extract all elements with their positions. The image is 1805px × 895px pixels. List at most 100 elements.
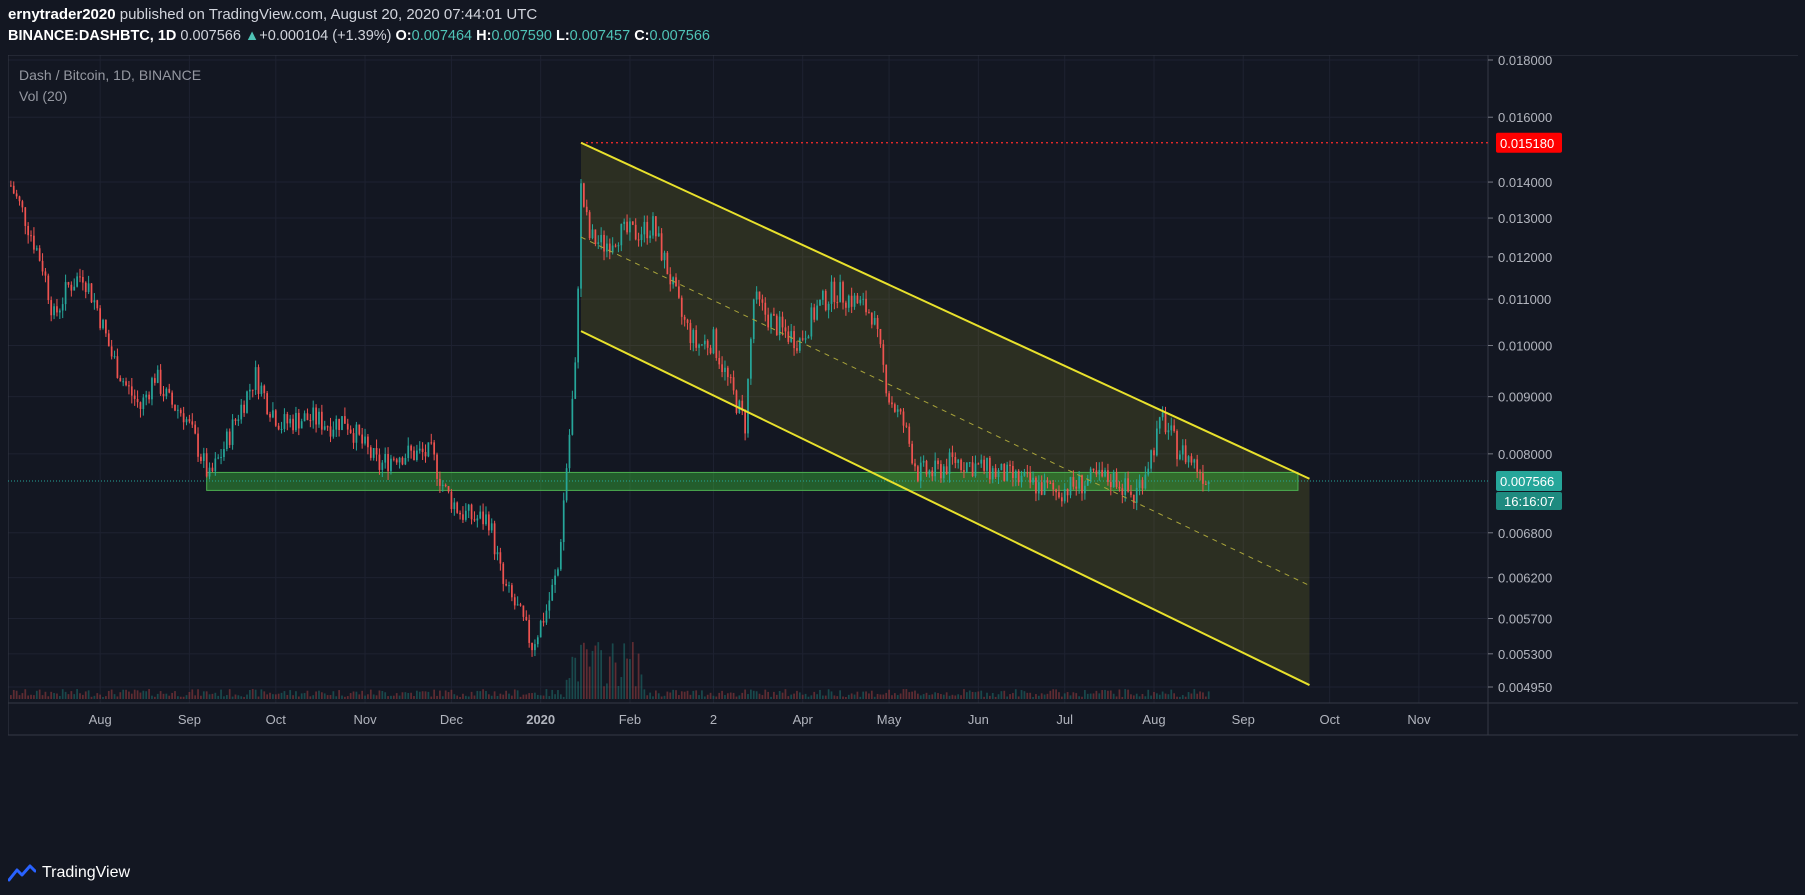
candle-body [798,338,801,351]
volume-bar [246,694,248,699]
candle-body [1138,479,1141,488]
channel-mid-line [580,236,1310,586]
candle-body [574,362,577,399]
volume-bar [332,691,335,699]
volume-bar [678,695,680,699]
candle-body [888,393,890,403]
candle-body [1107,470,1109,482]
candle-body [58,310,61,313]
candle-body [110,346,113,357]
candle-body [925,460,928,475]
candle-body [1035,477,1037,494]
volume-bar [1124,689,1127,699]
volume-bar [718,692,721,699]
volume-bar [986,692,988,699]
candle-body [174,404,176,411]
price-chart[interactable]: 0.018000 0.016000 0.015180 0.014000 0.013000… [8,55,1798,850]
volume-bar [686,690,689,699]
candle-body [804,338,807,340]
candle-body [1063,488,1066,502]
candle-body [79,276,81,278]
volume-bar [113,694,116,699]
tradingview-brand[interactable]: TradingView [8,860,130,886]
candle-body [583,183,585,207]
volume-bar [620,677,623,699]
chart-area[interactable]: 0.018000 0.016000 0.015180 0.014000 0.013000… [8,55,1798,850]
volume-bar [1204,696,1207,699]
candle-body [1029,472,1032,483]
candle-body [508,585,510,587]
volume-bar [1066,692,1069,699]
candle-body [600,234,603,243]
volume-bar [1179,696,1181,699]
volume-bar [922,694,925,699]
volume-bar [879,694,882,699]
x-tick-label: Feb [619,712,641,727]
volume-bar [660,696,663,699]
candle-body [631,221,634,225]
candle-body [122,381,125,383]
volume-bar [502,694,505,699]
candle-body [433,442,436,455]
volume-bar [738,695,741,699]
candle-body [148,394,150,400]
candle-body [830,281,833,304]
volume-bar [496,695,499,699]
volume-bar [965,692,968,699]
candle-body [1012,465,1014,478]
candle-body [634,224,637,240]
author-name[interactable]: ernytrader2020 [8,6,116,23]
volume-bar [38,689,41,699]
high-label: H: [476,28,492,44]
candle-body [649,235,651,239]
volume-bar [744,689,746,699]
candle-body [796,348,798,351]
candle-body [404,458,407,465]
candle-body [1032,477,1034,483]
volume-bar [153,696,156,699]
candle-body [292,418,294,431]
volume-bar [868,693,870,699]
candle-body [76,276,78,287]
candle-body [10,185,12,187]
volume-bar [617,685,620,699]
candle-body [1078,475,1080,489]
volume-bar [1130,694,1132,699]
candle-body [64,282,67,305]
candle-body [30,235,32,237]
candle-body [873,317,876,325]
volume-bar [876,693,879,699]
volume-bar [257,696,260,699]
x-tick-label: Oct [1320,712,1341,727]
candle-body [1009,464,1011,466]
volume-bar [482,689,484,699]
volume-bar [234,694,237,699]
volume-bar [629,659,631,699]
candle-body [364,436,366,444]
countdown-label: 16:16:07 [1504,494,1555,509]
candle-body [839,282,842,303]
open-value: 0.007464 [411,28,473,44]
candle-body [606,243,608,252]
volume-bar [893,693,896,699]
candle-body [663,252,666,261]
candle-body [1055,489,1057,493]
volume-bar [200,695,202,699]
candle-body [692,330,695,344]
volume-bar [67,694,70,699]
candle-body [790,331,793,342]
volume-bar [318,690,320,699]
x-tick-label: Aug [1142,712,1165,727]
volume-bar [35,690,38,699]
candle-body [1066,488,1069,496]
candle-body [557,569,559,576]
current-price-badge [1496,470,1562,491]
candle-body [487,514,490,531]
volume-bar [387,696,389,699]
volume-bar [957,694,960,699]
volume-bar [577,681,579,699]
candle-body [33,235,35,250]
volume-bar [329,695,332,699]
candle-body [205,453,208,477]
candle-body [439,478,441,486]
